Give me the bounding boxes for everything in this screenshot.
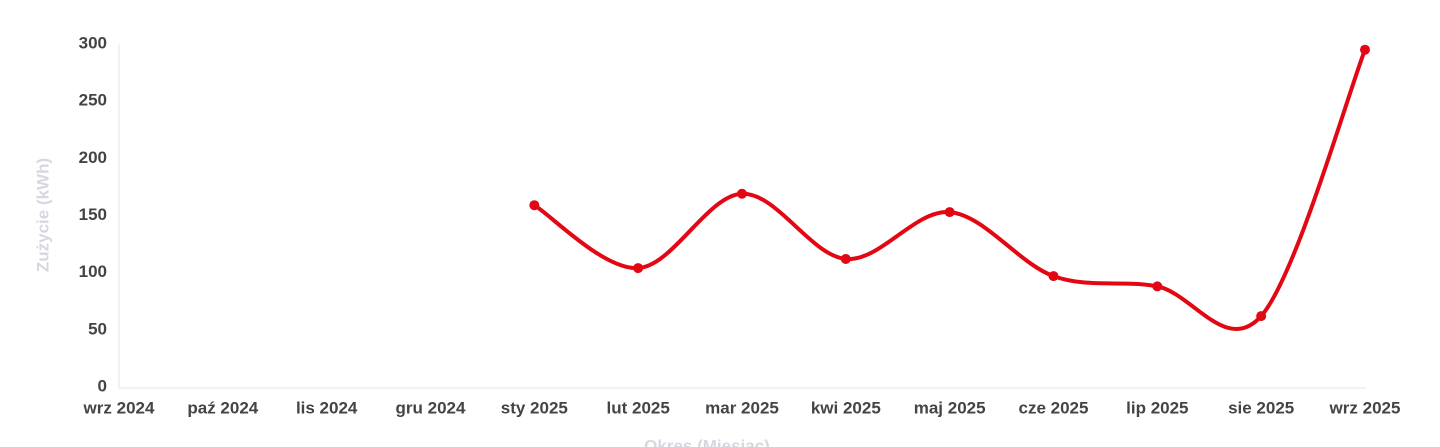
x-tick-label: wrz 2024 [83,398,155,417]
x-tick-label: maj 2025 [914,398,986,417]
y-axis-label: Zużycie (kWh) [33,158,52,272]
point [1256,311,1267,322]
y-tick-label: 300 [79,33,107,52]
x-tick-label: cze 2025 [1019,398,1089,417]
point [944,207,955,218]
y-tick-label: 250 [79,91,107,110]
x-tick-label: lut 2025 [607,398,670,417]
x-tick-label: mar 2025 [705,398,779,417]
x-tick-label: sie 2025 [1228,398,1294,417]
point [1152,281,1163,292]
x-tick-label: kwi 2025 [811,398,881,417]
x-tick-label: paź 2024 [187,398,258,417]
y-tick-label: 150 [79,205,107,224]
point [737,188,747,199]
point [1360,44,1370,55]
x-tick-label: gru 2024 [396,398,466,417]
x-tick-label: lis 2024 [296,398,358,417]
x-tick-label: sty 2025 [501,398,568,417]
x-tick-label: wrz 2025 [1329,398,1401,417]
line [533,48,1367,332]
y-tick-label: 50 [88,319,107,338]
y-tick-label: 200 [79,148,107,167]
y-tick-label: 100 [79,262,107,281]
point [840,253,851,264]
x-tick-label: lip 2025 [1126,398,1188,417]
y-tick-label: 0 [98,376,107,395]
point [529,200,540,211]
point [633,263,644,274]
x-axis-label: Okres (Miesiąc) [644,436,770,447]
point [1048,271,1059,282]
